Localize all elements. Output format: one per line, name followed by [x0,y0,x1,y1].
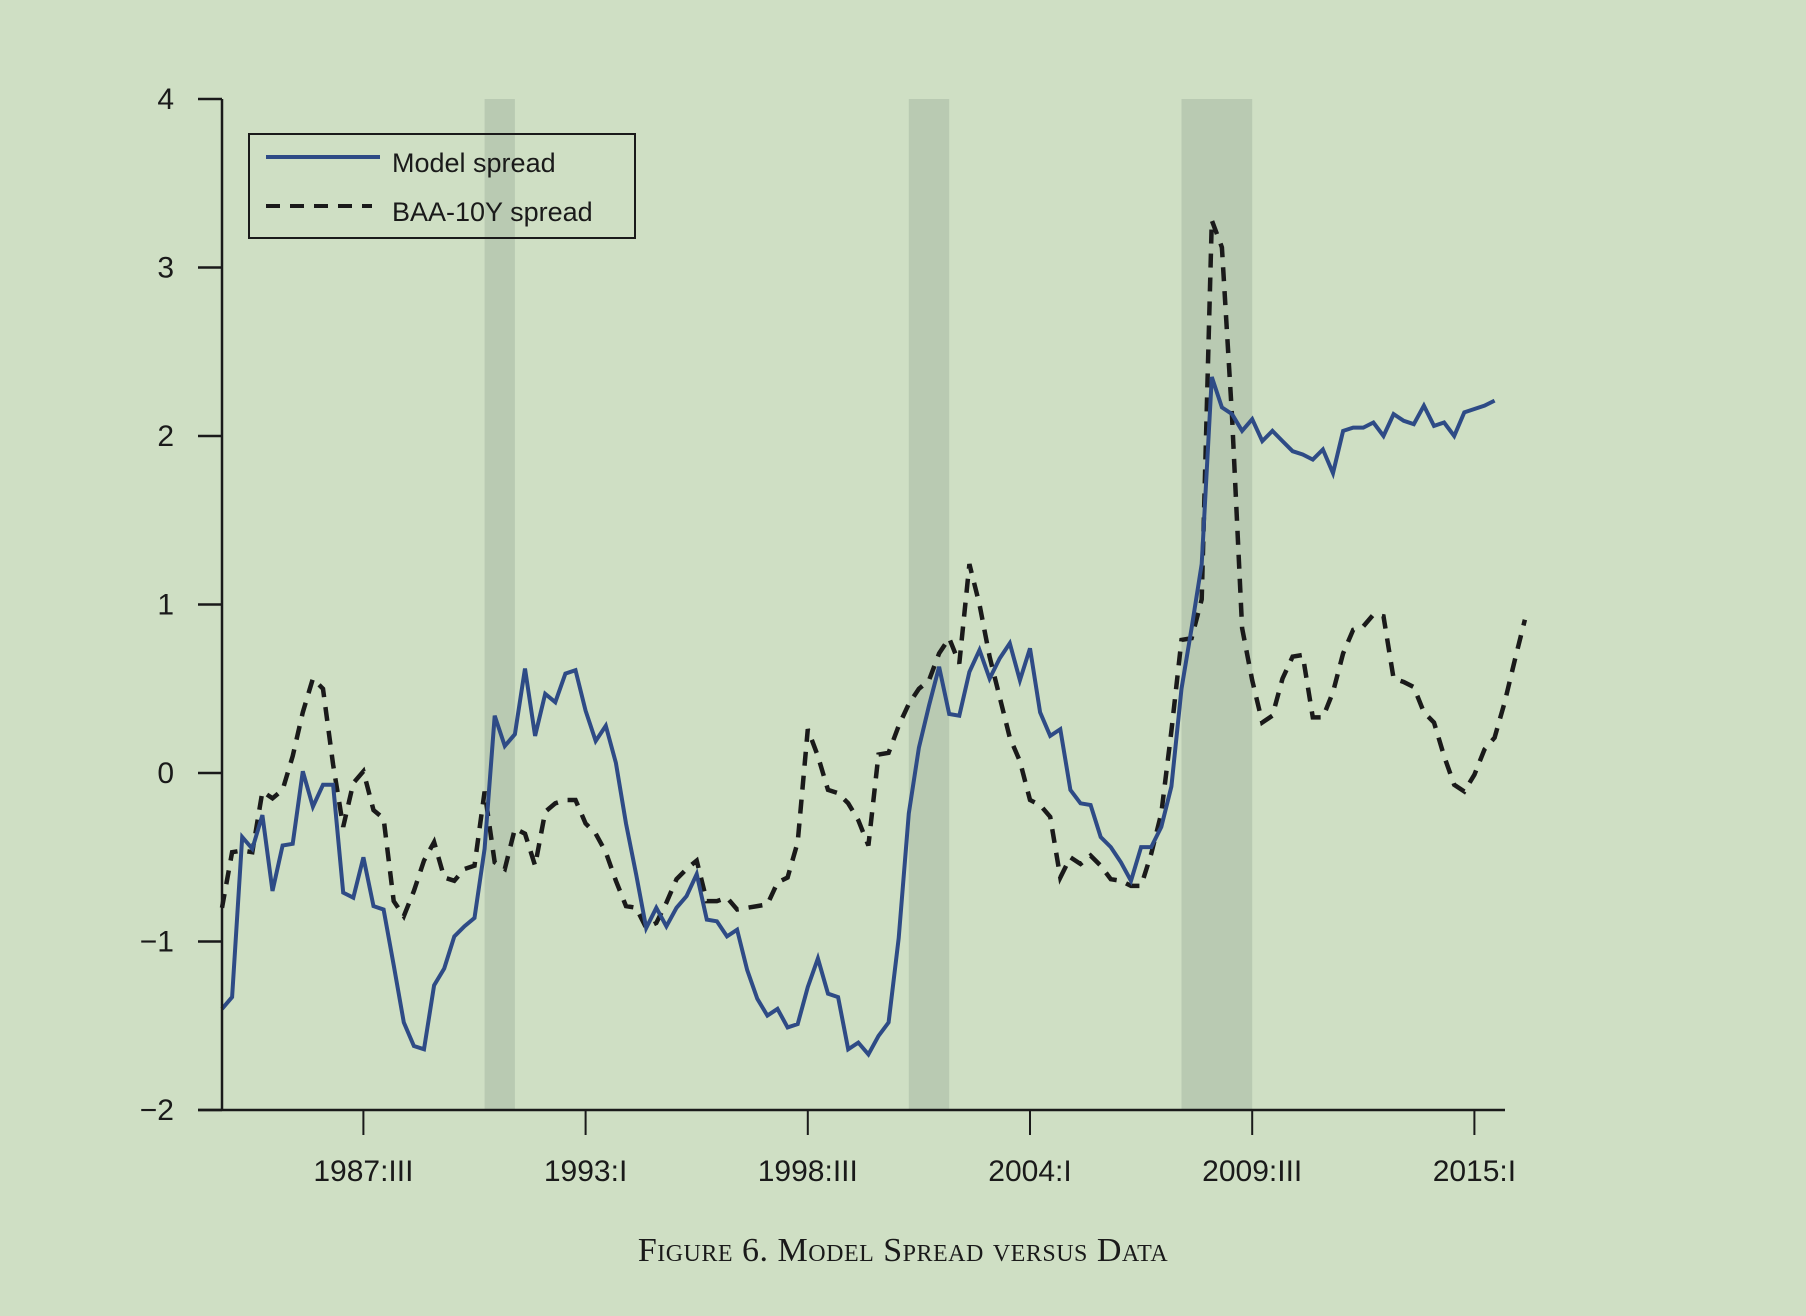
recession-shading [484,99,1253,1110]
legend-box [248,133,636,239]
series-layer [219,219,1528,1058]
y-ticks: 4 3 2 1 0 −1 −2 [140,83,222,1127]
series-line-baa-10y-spread [219,219,1528,932]
x-ticks: 1987:III 1993:I 1998:III 2004:I 2009:III 2015… [313,1110,1516,1188]
y-tick-label: 1 [157,589,174,622]
x-tick-label: 1987:III [313,1155,413,1188]
x-tick-label: 2015:I [1433,1155,1516,1188]
y-tick-label: 2 [157,420,174,453]
figure-caption: Figure 6. Model Spread versus Data [637,1232,1169,1269]
recession-band-2 [908,99,950,1110]
recession-band-1 [484,99,515,1110]
x-tick-label: 2004:I [988,1155,1071,1188]
x-tick-label: 1998:III [758,1155,858,1188]
x-tick-label: 2009:III [1202,1155,1302,1188]
legend-label-model-spread: Model spread [392,148,556,178]
y-tick-label: −1 [140,926,174,959]
series-line-model-spread [220,376,1496,1058]
legend: Model spread BAA-10Y spread [248,133,636,239]
y-tick-label: 3 [157,252,174,285]
y-tick-label: 4 [157,83,174,116]
legend-label-baa-10y-spread: BAA-10Y spread [392,197,593,227]
y-tick-label: −2 [140,1094,174,1127]
x-tick-label: 1993:I [544,1155,627,1188]
y-tick-label: 0 [157,757,174,790]
